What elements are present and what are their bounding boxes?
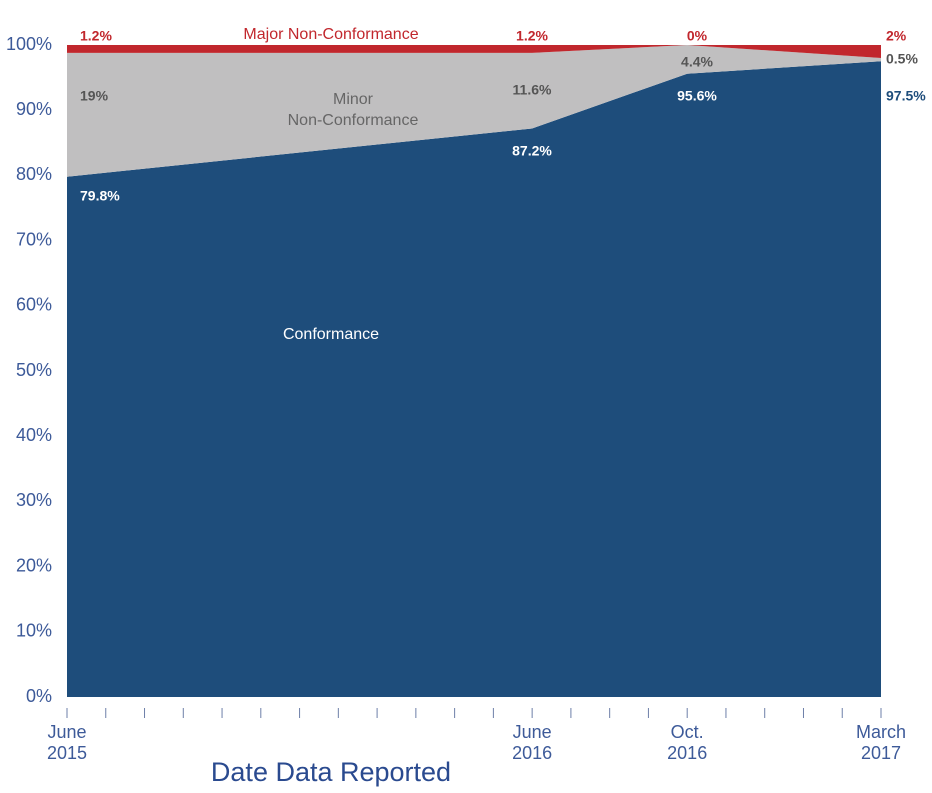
area bbox=[67, 45, 881, 177]
value-label: 87.2% bbox=[512, 143, 552, 159]
y-tick-label: 100% bbox=[6, 34, 52, 54]
y-tick-label: 50% bbox=[16, 360, 52, 380]
value-label: 1.2% bbox=[516, 28, 548, 44]
value-label: 19% bbox=[80, 88, 109, 104]
x-tick-label: March 2017 bbox=[856, 722, 906, 763]
value-label: 95.6% bbox=[677, 88, 717, 104]
y-tick-label: 30% bbox=[16, 490, 52, 510]
legend-label: Major Non-Conformance bbox=[243, 26, 418, 43]
x-axis-title: Date Data Reported bbox=[211, 757, 451, 787]
y-tick-label: 60% bbox=[16, 295, 52, 315]
value-label: 11.6% bbox=[513, 82, 552, 98]
x-tick-label: Oct. 2016 bbox=[667, 722, 707, 763]
y-tick-label: 20% bbox=[16, 555, 52, 575]
y-tick-label: 40% bbox=[16, 425, 52, 445]
value-label: 4.4% bbox=[681, 54, 713, 70]
value-label: 0% bbox=[687, 28, 708, 44]
area bbox=[67, 45, 881, 59]
x-tick-label: June 2016 bbox=[512, 722, 552, 763]
x-tick-label: June 2015 bbox=[47, 722, 87, 763]
y-tick-label: 0% bbox=[26, 686, 52, 706]
y-tick-label: 10% bbox=[16, 621, 52, 641]
legend-label: Minor Non-Conformance bbox=[288, 91, 419, 129]
y-tick-label: 70% bbox=[16, 229, 52, 249]
value-label: 2% bbox=[886, 28, 907, 44]
y-tick-label: 90% bbox=[16, 99, 52, 119]
value-label: 1.2% bbox=[80, 28, 112, 44]
value-label: 79.8% bbox=[80, 188, 120, 204]
y-tick-label: 80% bbox=[16, 164, 52, 184]
area bbox=[67, 61, 881, 698]
value-label: 97.5% bbox=[886, 88, 926, 104]
legend-label: Conformance bbox=[283, 326, 379, 343]
value-label: 0.5% bbox=[886, 51, 918, 67]
